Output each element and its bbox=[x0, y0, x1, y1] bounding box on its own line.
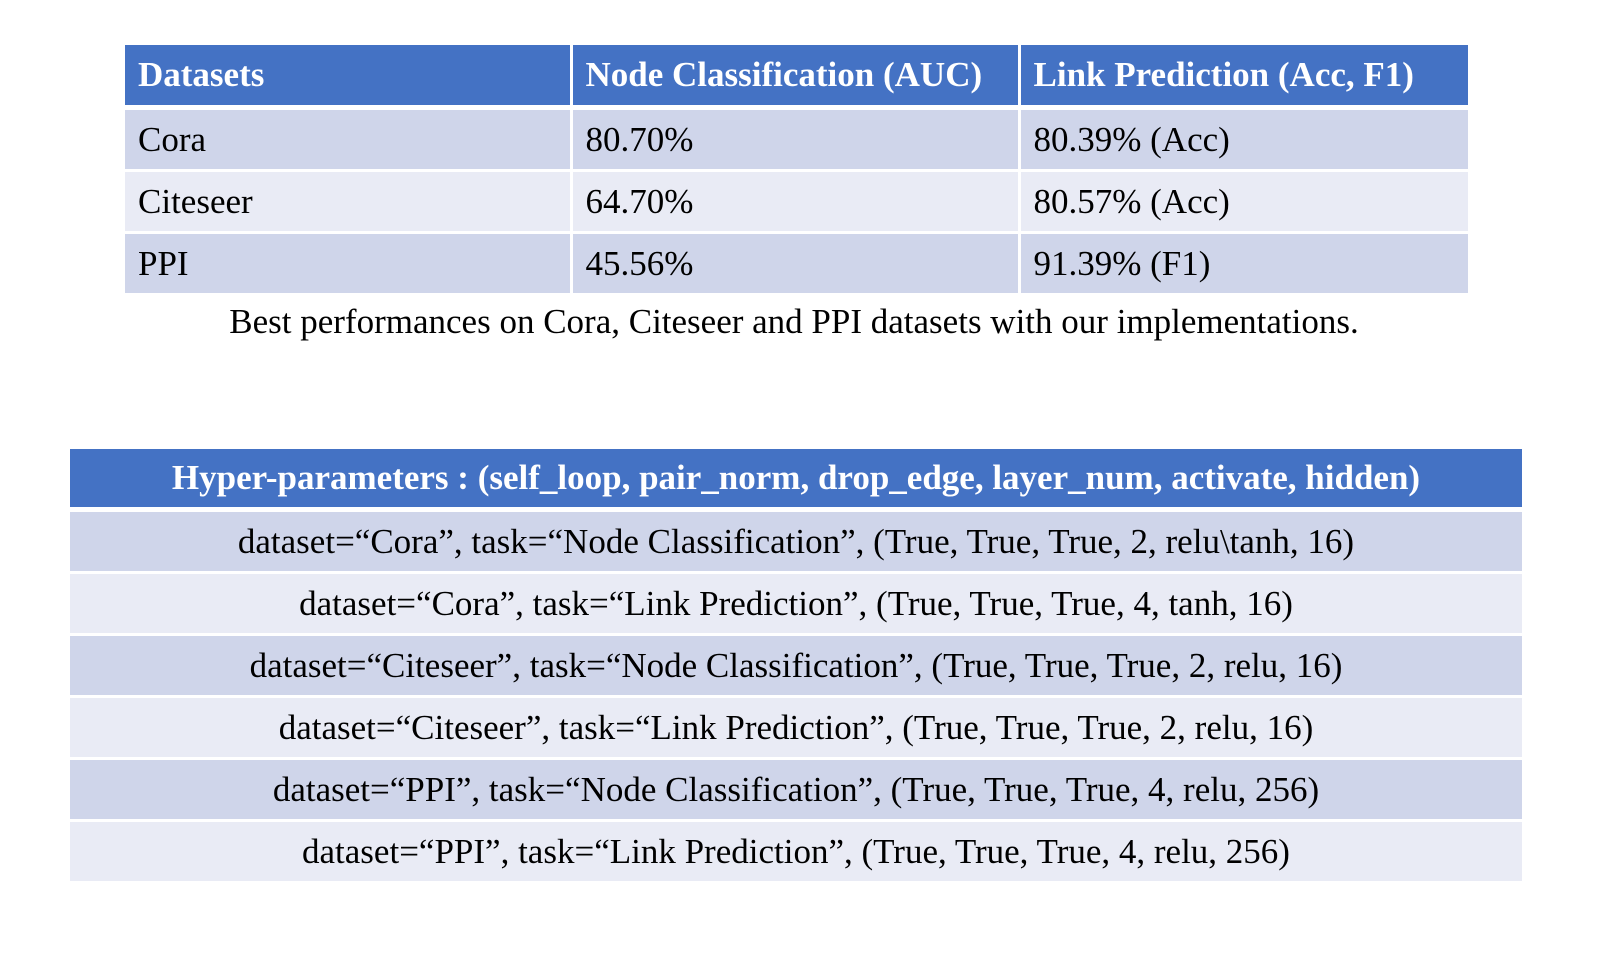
caption-text: Best performances on Cora, Citeseer and … bbox=[229, 302, 1359, 341]
table-row: dataset=“Citeseer”, task=“Node Classific… bbox=[70, 634, 1522, 698]
table-row: PPI 45.56% 91.39% (F1) bbox=[125, 232, 1468, 293]
header-link-prediction: Link Prediction (Acc, F1) bbox=[1019, 45, 1468, 110]
table-row: Citeseer 64.70% 80.57% (Acc) bbox=[125, 170, 1468, 234]
hyper-config-cell: dataset=“Cora”, task=“Node Classificatio… bbox=[70, 509, 1522, 574]
table-row: Cora 80.70% 80.39% (Acc) bbox=[125, 107, 1468, 172]
hyper-config-cell: dataset=“PPI”, task=“Node Classification… bbox=[70, 758, 1522, 822]
dataset-cell: PPI bbox=[125, 232, 573, 293]
hyper-config-cell: dataset=“Citeseer”, task=“Link Predictio… bbox=[70, 696, 1522, 760]
node-classification-cell: 80.70% bbox=[571, 107, 1021, 172]
header-node-classification: Node Classification (AUC) bbox=[571, 45, 1021, 110]
hyper-config-cell: dataset=“PPI”, task=“Link Prediction”, (… bbox=[70, 820, 1522, 881]
dataset-cell: Cora bbox=[125, 107, 573, 172]
link-prediction-cell: 80.57% (Acc) bbox=[1019, 170, 1468, 234]
link-prediction-cell: 91.39% (F1) bbox=[1019, 232, 1468, 293]
hyper-config-cell: dataset=“Cora”, task=“Link Prediction”, … bbox=[70, 572, 1522, 636]
table-row: dataset=“PPI”, task=“Link Prediction”, (… bbox=[70, 820, 1522, 881]
hyper-header: Hyper-parameters : (self_loop, pair_norm… bbox=[70, 449, 1522, 512]
hyperparameters-table: Hyper-parameters : (self_loop, pair_norm… bbox=[70, 449, 1522, 881]
link-prediction-cell: 80.39% (Acc) bbox=[1019, 107, 1468, 172]
table-row: dataset=“Cora”, task=“Link Prediction”, … bbox=[70, 572, 1522, 636]
node-classification-cell: 45.56% bbox=[571, 232, 1021, 293]
results-header-row: Datasets Node Classification (AUC) Link … bbox=[125, 45, 1468, 110]
hyper-header-row: Hyper-parameters : (self_loop, pair_norm… bbox=[70, 449, 1522, 512]
table-row: dataset=“Cora”, task=“Node Classificatio… bbox=[70, 509, 1522, 574]
node-classification-cell: 64.70% bbox=[571, 170, 1021, 234]
table-caption: Best performances on Cora, Citeseer and … bbox=[0, 302, 1598, 342]
dataset-cell: Citeseer bbox=[125, 170, 573, 234]
table-row: dataset=“PPI”, task=“Node Classification… bbox=[70, 758, 1522, 822]
header-datasets: Datasets bbox=[125, 45, 573, 110]
results-table: Datasets Node Classification (AUC) Link … bbox=[125, 45, 1468, 293]
hyper-config-cell: dataset=“Citeseer”, task=“Node Classific… bbox=[70, 634, 1522, 698]
table-row: dataset=“Citeseer”, task=“Link Predictio… bbox=[70, 696, 1522, 760]
